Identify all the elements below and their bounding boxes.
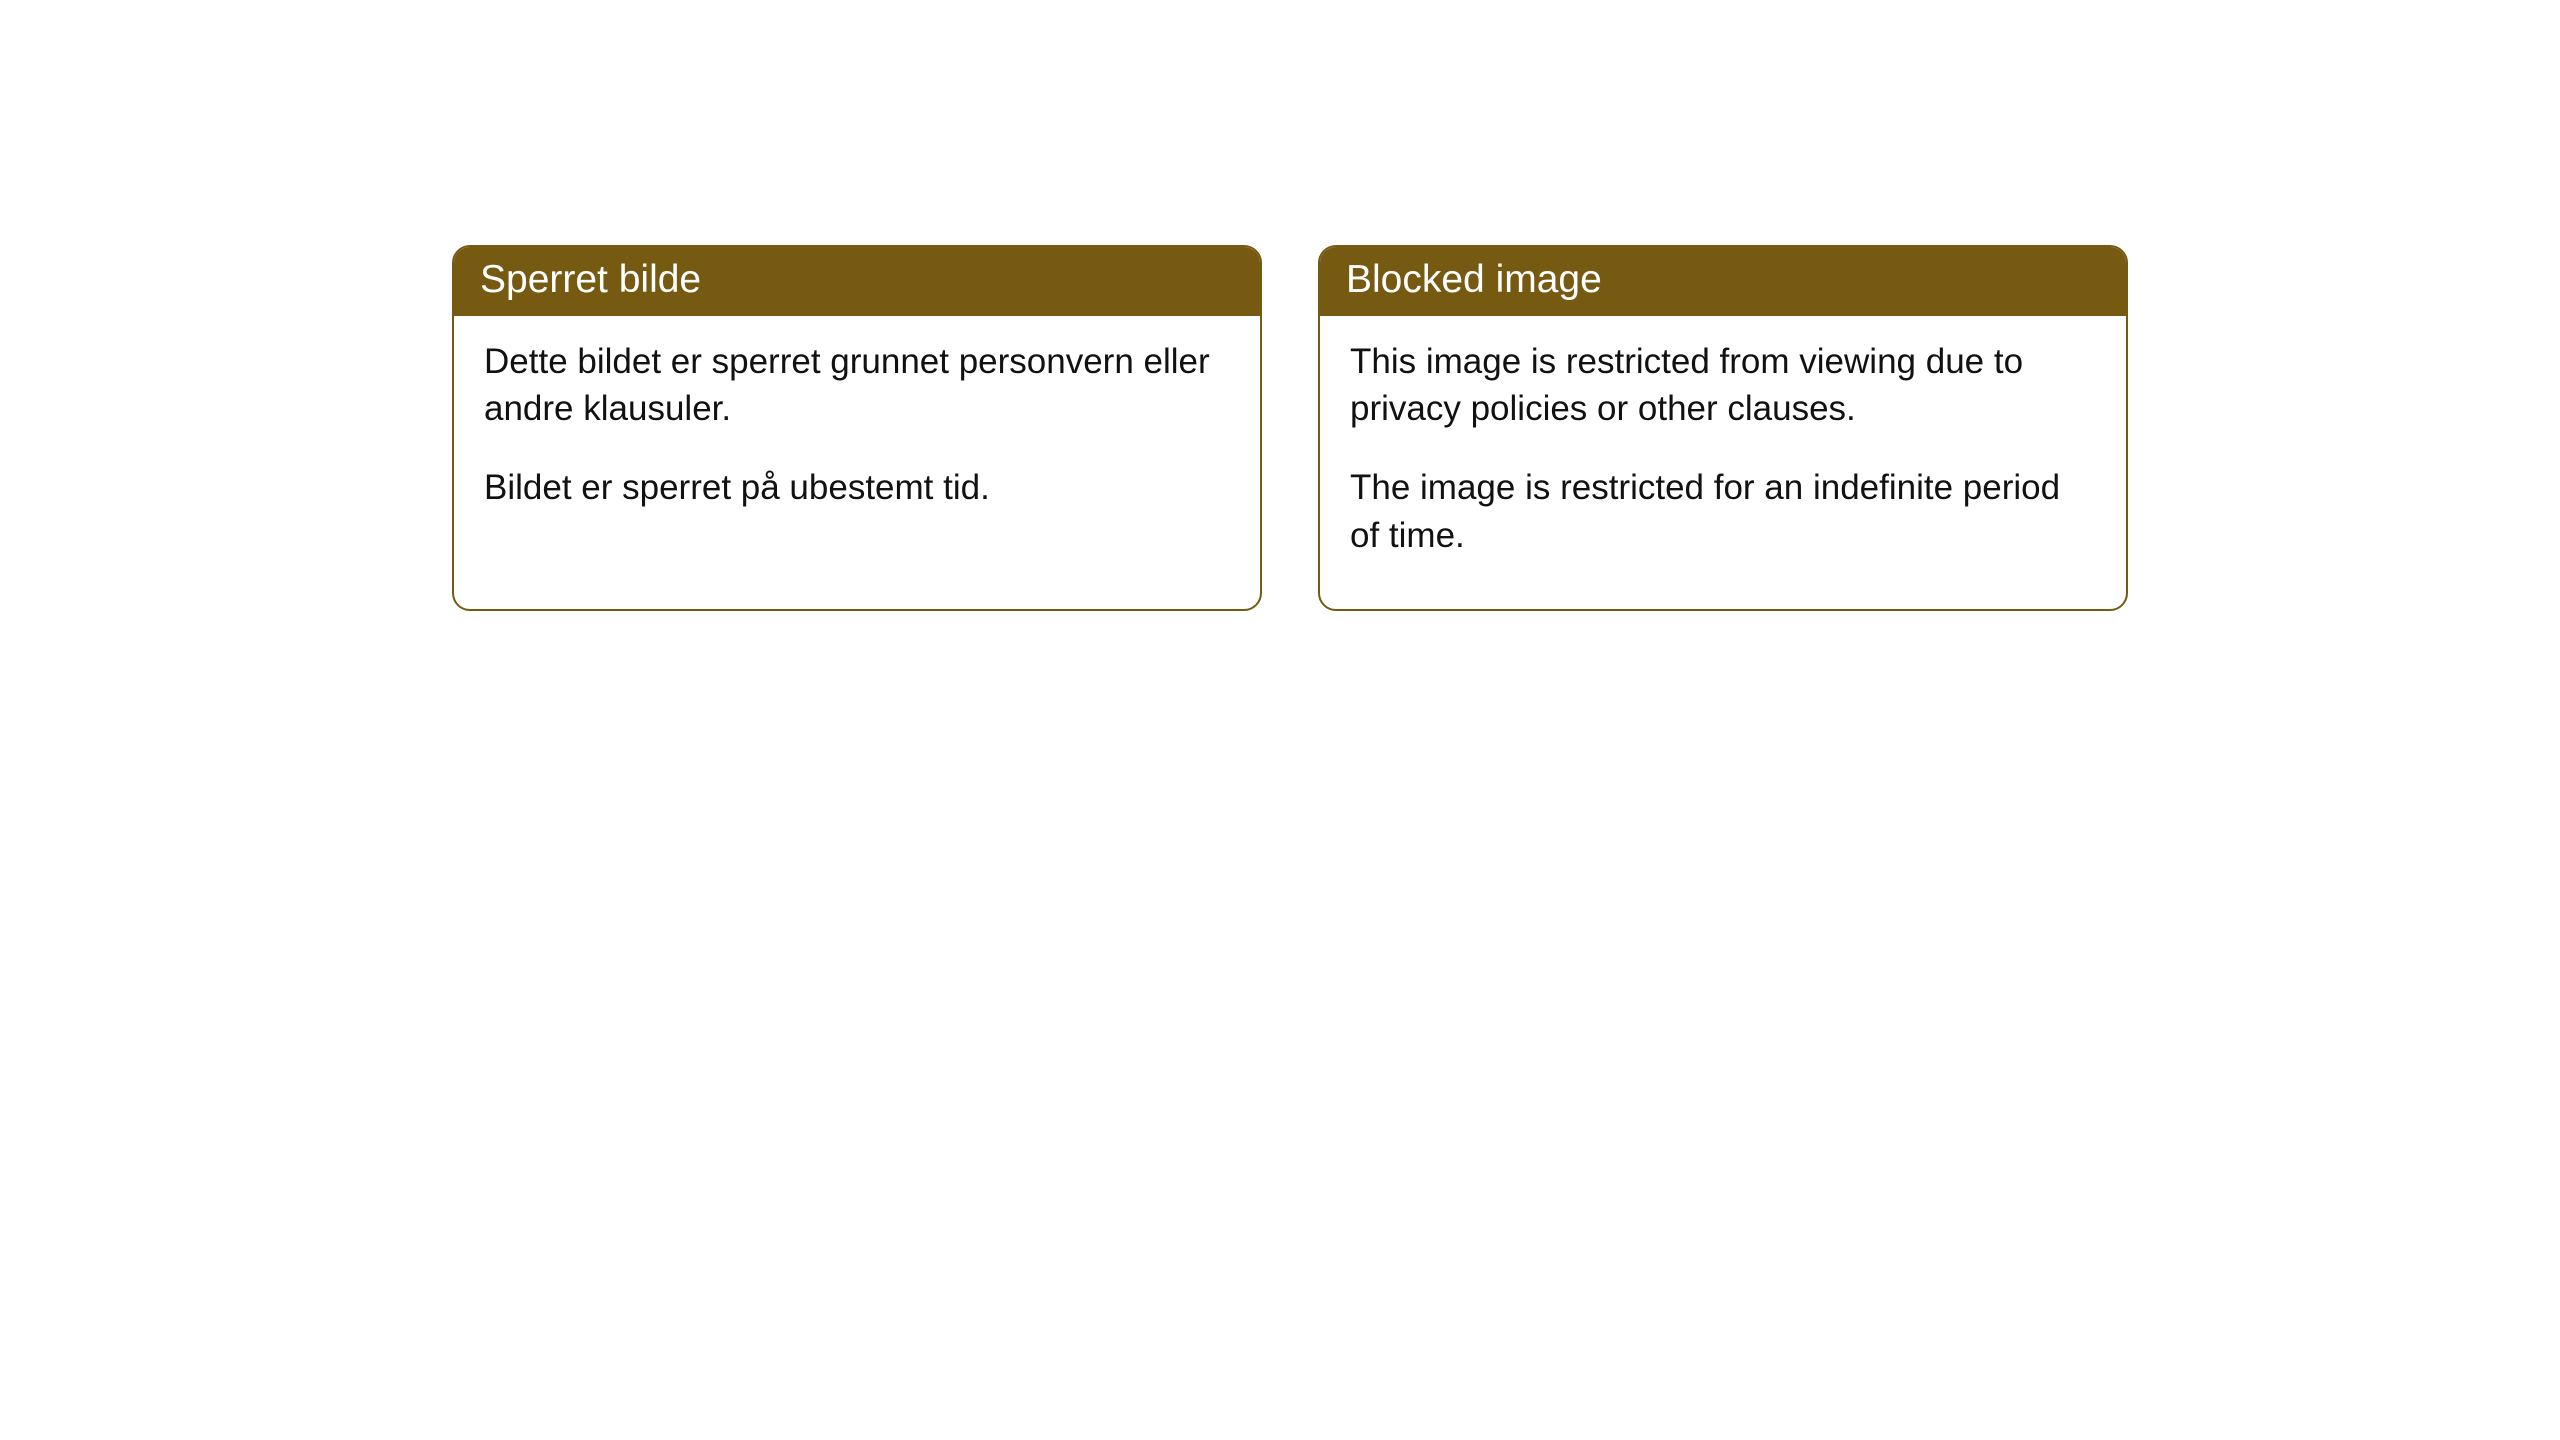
card-header-english: Blocked image xyxy=(1320,247,2126,316)
card-body-norwegian: Dette bildet er sperret grunnet personve… xyxy=(454,316,1260,562)
card-body-english: This image is restricted from viewing du… xyxy=(1320,316,2126,609)
notice-text-norwegian-1: Dette bildet er sperret grunnet personve… xyxy=(484,338,1230,433)
notice-container: Sperret bilde Dette bildet er sperret gr… xyxy=(452,245,2560,611)
notice-text-norwegian-2: Bildet er sperret på ubestemt tid. xyxy=(484,464,1230,511)
notice-text-english-1: This image is restricted from viewing du… xyxy=(1350,338,2096,433)
blocked-image-card-norwegian: Sperret bilde Dette bildet er sperret gr… xyxy=(452,245,1262,611)
blocked-image-card-english: Blocked image This image is restricted f… xyxy=(1318,245,2128,611)
notice-text-english-2: The image is restricted for an indefinit… xyxy=(1350,464,2096,559)
card-header-norwegian: Sperret bilde xyxy=(454,247,1260,316)
